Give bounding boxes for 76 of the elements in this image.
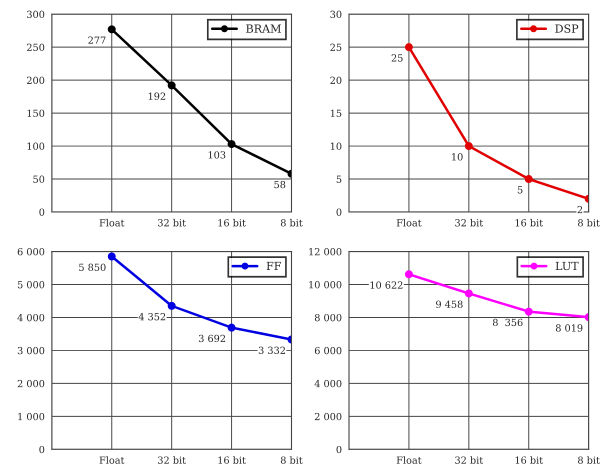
y-tick-label: 2 000 [314, 412, 342, 420]
y-tick-label: 0 [39, 446, 44, 454]
point [108, 252, 116, 260]
legend-label: FF [266, 262, 282, 270]
data-label: 277 [88, 36, 106, 44]
point [464, 142, 473, 150]
y-tick-label: 5 [336, 176, 342, 183]
y-tick-label: 150 [28, 110, 44, 117]
x-tick-label: Float [396, 456, 422, 464]
y-tick-label: 250 [27, 44, 44, 51]
x-tick-label: 16 bit [218, 218, 246, 226]
x-tick-label: 16 bit [218, 456, 246, 464]
y-tick-label: 5 000 [18, 280, 44, 288]
x-tick-label: 32 bit [455, 456, 484, 464]
point [524, 175, 533, 184]
y-tick-label: 10 000 [309, 280, 342, 288]
data-label: 192 [148, 92, 166, 100]
point [464, 289, 473, 298]
data-label: 3 692 [198, 334, 226, 342]
point [228, 140, 236, 148]
y-tick-label: 2 000 [18, 380, 44, 388]
point [404, 43, 413, 52]
x-tick-label: Float [100, 456, 124, 464]
data-label: 103 [208, 151, 226, 159]
y-tick-label: 8 000 [314, 314, 342, 322]
data-label: 58 [274, 180, 286, 188]
x-tick-label: 16 bit [516, 218, 544, 226]
y-tick-label: 50 [33, 176, 44, 183]
y-tick-label: 4 000 [314, 380, 342, 388]
y-tick-label: 15 [330, 110, 342, 117]
data-label: 25 [392, 54, 403, 62]
y-tick-label: 300 [27, 10, 44, 18]
point [108, 25, 116, 34]
data-label: 8 356 [492, 318, 523, 326]
y-tick-label: 25 [330, 44, 342, 51]
data-label: 8 019 [556, 324, 582, 332]
y-tick-label: 20 [330, 76, 342, 84]
x-tick-label: Float [100, 218, 124, 226]
y-tick-label: 0 [336, 208, 342, 216]
point [168, 81, 176, 90]
data-label: 4 352 [138, 312, 166, 320]
x-tick-label: 8 bit [578, 218, 600, 226]
y-tick-label: 12 000 [309, 248, 342, 256]
x-tick-label: 8 bit [280, 456, 303, 464]
data-label: 5 850 [79, 264, 106, 271]
x-tick-label: 16 bit [516, 456, 544, 464]
data-label: 9 458 [436, 300, 463, 308]
x-tick-label: Float [396, 218, 422, 226]
y-tick-label: 200 [27, 76, 44, 84]
y-tick-label: 6 000 [18, 248, 44, 256]
legend-label: LUT [556, 262, 579, 270]
x-tick-label: 32 bit [158, 218, 186, 226]
y-tick-label: 4 000 [17, 314, 44, 322]
data-label: 10 622 [370, 281, 402, 289]
y-tick-label: 0 [39, 208, 44, 216]
x-tick-label: 32 bit [158, 456, 186, 464]
x-tick-label: 8 bit [578, 456, 600, 464]
data-label: 2 [578, 206, 582, 214]
y-tick-label: 100 [28, 142, 44, 150]
data-label: 5 [518, 186, 522, 194]
data-label: 3 332 [258, 346, 285, 354]
legend-label: BRAM [246, 24, 281, 33]
y-tick-label: 10 [330, 142, 342, 150]
y-tick-label: 6 000 [314, 346, 342, 354]
data-label: 10 [452, 153, 463, 161]
point [168, 302, 176, 310]
y-tick-label: 30 [330, 10, 342, 18]
point [228, 324, 236, 332]
x-tick-label: 32 bit [455, 218, 484, 226]
point [404, 270, 413, 278]
y-tick-label: 3 000 [18, 346, 44, 354]
legend-label: DSP [555, 24, 578, 33]
point [524, 308, 533, 316]
x-tick-label: 8 bit [280, 218, 303, 226]
y-tick-label: 1 000 [18, 412, 44, 420]
y-tick-label: 0 [336, 446, 342, 454]
